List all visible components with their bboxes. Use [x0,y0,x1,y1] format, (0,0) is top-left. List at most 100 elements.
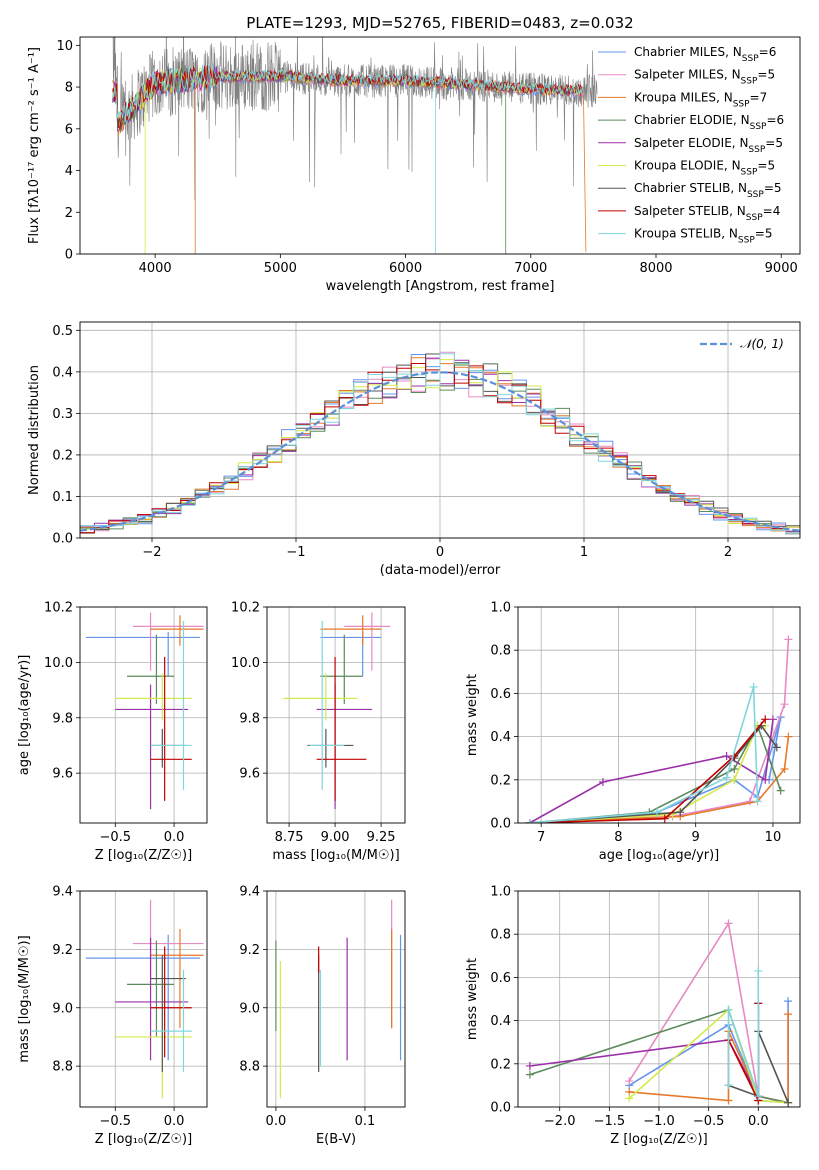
legend-nssp-eq: = [750,90,760,104]
residuals-xtick-label: −2 [142,545,161,560]
legend-nssp-sub: SSP [747,190,764,200]
axes-frame [79,890,208,1108]
mass-weight-line [529,686,759,823]
legend-nssp-sub: SSP [748,145,765,155]
mass-vs-ebv-plot-area [275,899,402,1099]
legend-nssp-eq: = [764,181,774,195]
mass-vs-z-xtick-label: −0.5 [99,1114,131,1129]
legend-comma: , [730,181,738,195]
legend-series-name: Salpeter MILES [634,68,724,82]
age-vs-z-plot-area [85,612,204,810]
legend-entry: Kroupa ELODIE, NSSP=5 [634,159,775,178]
legend-nssp-value: 7 [760,90,768,104]
residuals-panel: −2 −1 0 1 2 0.0 0.1 0.2 0.3 0.4 0.5 (data-model)/er… [27,321,801,578]
age-vs-mass-ytick-label: 10.0 [231,656,260,671]
mass-weight-vs-z-ytick-label: 1.0 [490,885,511,900]
model-spectrum-line [112,63,584,254]
age-vs-z-xtick-label: 0.0 [164,830,185,845]
mass-weight-vs-z-xtick-label: −1.5 [594,1114,626,1129]
mass-weight-marker [722,752,731,761]
mass-vs-z-ytick-label: 9.2 [52,943,73,958]
age-vs-z-ytick-label: 9.8 [52,711,73,726]
mass-weight-vs-z-plot-area [525,919,793,1107]
age-vs-mass-panel: 8.75 9.00 9.25 9.6 9.8 10.0 10.2 mass [log₁₀(M/… [231,601,406,863]
legend-nssp-prefix: N [724,90,733,104]
legend-nssp-value: 5 [765,227,773,241]
mass-weight-marker [749,682,758,691]
mass-weight-marker [525,819,534,823]
legend-entry: 𝒩(0, 1) [740,337,784,351]
mass-weight-vs-age-ylabel: mass weight [465,674,480,756]
age-vs-z-xtick-label: −0.5 [99,830,131,845]
mass-weight-marker [784,1010,793,1019]
legend-nssp-prefix: N [737,204,746,218]
residuals-ylabel: Normed distribution [27,365,42,495]
mass-weight-vs-age-panel: 7 8 9 10 0.0 0.2 0.4 0.6 0.8 1.0 age [log₁₀(age/yr… [465,601,801,863]
mass-vs-ebv-xtick-label: 0.0 [266,1114,287,1129]
legend-nssp-eq: = [757,68,767,82]
mass-weight-vs-age-xlabel: age [log₁₀(age/yr)] [599,848,720,863]
spectrum-ytick-label: 2 [65,206,73,221]
age-vs-z-panel: −0.5 0.0 9.6 9.8 10.0 10.2 Z [log₁₀(Z/Z☉)] age … [17,601,208,863]
spectrum-xtick-label: 4000 [139,261,172,276]
legend-comma: , [721,227,729,241]
axes-frame [79,36,801,255]
mass-weight-vs-age-ytick-label: 0.0 [490,817,511,832]
residual-histogram [80,353,800,535]
axes-frame [266,606,406,824]
legend-nssp-sub: SSP [738,236,755,246]
legend-nssp-value: 5 [774,181,782,195]
legend-series-name: Chabrier ELODIE [634,113,733,127]
legend-nssp-eq: = [766,113,776,127]
spectrum-ylabel: Flux [fλ10⁻¹⁷ erg cm⁻² s⁻¹ A⁻¹] [27,47,42,244]
legend-nssp-value: 5 [775,136,783,150]
age-vs-mass-ytick-label: 9.6 [239,767,260,782]
legend-series-name: Kroupa ELODIE [634,159,724,173]
legend-nssp-prefix: N [732,159,741,173]
mass-weight-marker [724,1081,733,1090]
mass-weight-vs-age-ytick-label: 0.6 [490,687,511,702]
mass-vs-ebv-ytick-label: 9.2 [239,943,260,958]
mass-weight-vs-z-ytick-label: 0.0 [490,1101,511,1116]
spectrum-ytick-label: 8 [65,81,73,96]
mass-weight-vs-z-xlabel: Z [log₁₀(Z/Z☉)] [610,1132,707,1147]
legend-nssp-value: 4 [773,204,781,218]
residuals-xtick-label: 2 [724,545,732,560]
legend-comma: , [724,159,732,173]
spectrum-xtick-label: 9000 [765,261,798,276]
legend-nssp-eq: = [765,136,775,150]
mass-weight-marker [776,786,785,795]
mass-weight-vs-age-xtick-label: 7 [537,830,545,845]
mass-weight-vs-z-xtick-label: −0.5 [693,1114,725,1129]
mass-weight-line [529,718,766,823]
mass-weight-marker [784,732,793,741]
residuals-ytick-label: 0.5 [52,324,73,339]
mass-weight-vs-age-xtick-label: 10 [765,830,782,845]
legend-series-name: Chabrier STELIB [634,181,730,195]
legend-nssp-prefix: N [733,45,742,59]
residuals-xtick-label: −1 [286,545,305,560]
legend-series-name: Salpeter STELIB [634,204,729,218]
legend-entry: Salpeter STELIB, NSSP=4 [634,204,780,223]
legend-nssp-sub: SSP [746,213,763,223]
age-vs-mass-xtick-label: 9.25 [367,830,396,845]
spectrum-panel: 4000 5000 6000 7000 8000 9000 0 2 4 6 8 10 wavelengt… [27,36,801,294]
mass-vs-z-xlabel: Z [log₁₀(Z/Z☉)] [95,1132,192,1147]
axes-frame [79,606,208,824]
mass-weight-marker [753,797,762,806]
mass-weight-vs-age-ytick-label: 0.4 [490,730,511,745]
legend-entry: Salpeter MILES, NSSP=5 [634,68,775,87]
mass-weight-line [629,1014,789,1104]
mass-weight-vs-z-ytick-label: 0.4 [490,1014,511,1029]
legend-entry: Chabrier ELODIE, NSSP=6 [634,113,784,132]
mass-weight-marker [768,715,777,724]
axes-frame [266,890,406,1108]
model-spectrum-line [112,64,584,129]
spectrum-xtick-label: 6000 [389,261,422,276]
mass-weight-vs-age-ytick-label: 0.2 [490,773,511,788]
mass-weight-marker [761,715,770,724]
legend-entry: Salpeter ELODIE, NSSP=5 [634,136,783,155]
mass-weight-marker [724,919,733,928]
